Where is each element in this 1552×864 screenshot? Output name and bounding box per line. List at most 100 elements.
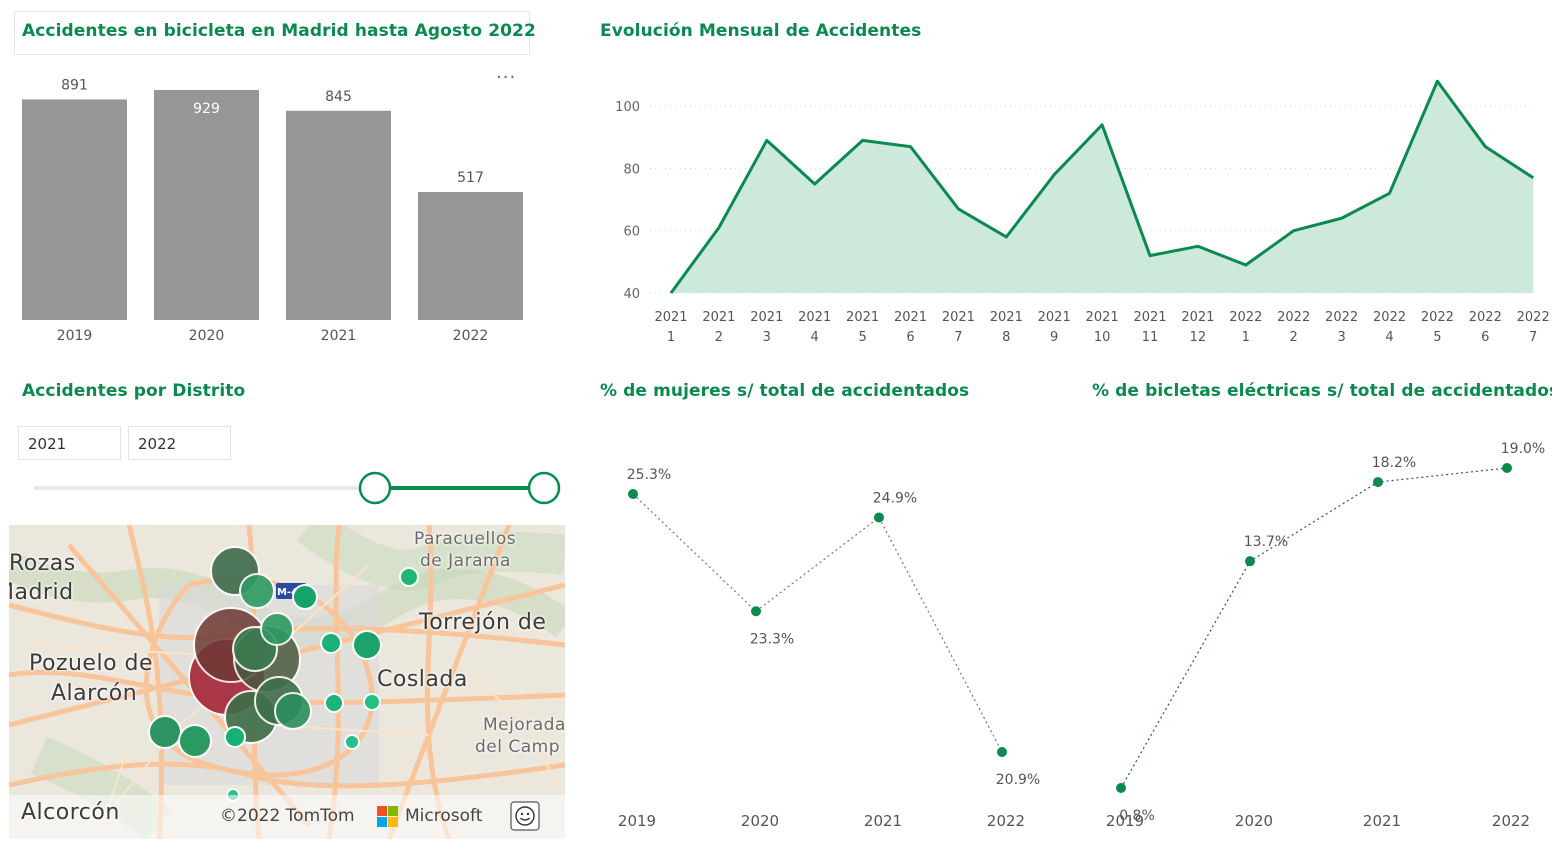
data-label: 0.8% [1119, 808, 1155, 824]
x-tick-month: 12 [1190, 330, 1207, 345]
data-label: 25.3% [627, 467, 671, 483]
bar-value-label: 891 [61, 77, 88, 93]
y-tick-label: 60 [623, 225, 640, 240]
data-point [1245, 556, 1255, 567]
district-bubble[interactable] [344, 734, 360, 750]
map-label-alarcon: Alarcón [51, 681, 138, 706]
x-tick-month: 5 [1433, 330, 1441, 345]
data-label: 20.9% [996, 772, 1040, 788]
bar-2020 [154, 90, 259, 320]
x-tick-label: 2022 [453, 328, 489, 344]
x-tick-label: 2020 [1235, 812, 1273, 830]
x-tick-year: 2021 [942, 310, 975, 325]
map-label-madrid: Madrid [9, 580, 74, 605]
x-tick-month: 7 [954, 330, 962, 345]
x-tick-year: 2022 [1373, 310, 1406, 325]
district-bubble[interactable] [239, 573, 275, 609]
x-tick-year: 2022 [1325, 310, 1358, 325]
x-tick-year: 2021 [1086, 310, 1119, 325]
microsoft-logo-icon [377, 806, 398, 827]
district-bubble[interactable] [148, 715, 182, 749]
data-point [1116, 783, 1126, 793]
women-chart-title: % de mujeres s/ total de accidentados [600, 381, 970, 401]
map-label-rozas: Rozas [9, 551, 76, 576]
district-bubble[interactable] [274, 692, 312, 730]
data-label: 18.2% [1372, 455, 1416, 471]
bar-title-box [14, 11, 530, 55]
x-tick-year: 2021 [1181, 310, 1214, 325]
map-footer-bar [9, 795, 565, 839]
data-point [751, 606, 761, 617]
x-tick-label: 2021 [864, 812, 902, 830]
yearly-bar-chart: 891 2019 929 2020 845 2021 517 2022 [22, 77, 523, 344]
microsoft-label: Microsoft [405, 806, 483, 826]
x-tick-year: 2021 [702, 310, 735, 325]
bar-2019 [22, 99, 127, 321]
map-label-torrejon: Torrejón de [419, 610, 547, 635]
x-tick-month: 3 [763, 330, 771, 345]
data-point [628, 489, 638, 499]
x-tick-month: 6 [1481, 330, 1489, 345]
bar-value-label: 845 [325, 89, 352, 105]
slider-from-input[interactable]: 2021 [18, 426, 121, 460]
district-bubbles[interactable] [9, 525, 565, 839]
x-tick-label: 2020 [189, 328, 225, 344]
bar-2021 [286, 110, 391, 320]
x-tick-year: 2021 [654, 310, 687, 325]
data-label: 24.9% [873, 490, 917, 506]
slider-handle-from[interactable] [358, 471, 392, 505]
district-bubble[interactable] [178, 724, 212, 758]
map-label-paracuellos: Paracuellos [414, 529, 517, 549]
data-label: 23.3% [750, 631, 794, 647]
district-bubble[interactable] [260, 612, 294, 646]
x-tick-year: 2021 [750, 310, 783, 325]
district-bubble[interactable] [292, 584, 318, 610]
bar-value-label: 929 [193, 101, 220, 117]
district-map[interactable]: M-40 Rozas Madrid Paracuellos de Jarama … [9, 525, 565, 839]
x-tick-year: 2021 [1133, 310, 1166, 325]
district-bubble[interactable] [352, 630, 382, 660]
map-label-pozuelo: Pozuelo de [29, 651, 154, 676]
x-tick-year: 2022 [1517, 310, 1550, 325]
x-tick-month: 7 [1529, 330, 1537, 345]
district-bubble[interactable] [399, 567, 419, 587]
area-fill [671, 81, 1534, 293]
x-tick-year: 2021 [1038, 310, 1071, 325]
y-tick-label: 100 [615, 100, 640, 115]
more-options-icon[interactable]: ... [496, 62, 517, 83]
data-point [997, 747, 1007, 757]
district-bubble[interactable] [224, 726, 246, 748]
ebike-chart-title: % de bicletas eléctricas s/ total de acc… [1092, 381, 1552, 401]
x-tick-month: 5 [858, 330, 866, 345]
x-tick-month: 1 [667, 330, 675, 345]
district-bubble[interactable] [324, 693, 344, 713]
bar-value-label: 517 [457, 170, 484, 186]
slider-to-input[interactable]: 2022 [128, 426, 231, 460]
map-label-de-jarama: de Jarama [420, 551, 511, 571]
women-line-chart: 25.3% 2019 23.3% 2020 24.9% 2021 20.9% 2022 [618, 467, 1040, 830]
x-tick-label: 2020 [741, 812, 779, 830]
district-bubble[interactable] [363, 693, 381, 711]
x-tick-month: 8 [1002, 330, 1010, 345]
x-tick-label: 2019 [1106, 812, 1144, 830]
x-tick-label: 2019 [618, 812, 656, 830]
map-label-alcorcon: Alcorcón [21, 800, 120, 825]
year-range-slider[interactable] [20, 468, 570, 508]
x-tick-month: 11 [1142, 330, 1159, 345]
x-tick-month: 9 [1050, 330, 1058, 345]
road-badge: M-40 [277, 587, 305, 598]
smiley-icon[interactable] [510, 801, 540, 831]
x-tick-label: 2021 [1363, 812, 1401, 830]
x-tick-year: 2022 [1229, 310, 1262, 325]
slider-handle-to[interactable] [527, 471, 561, 505]
data-point [874, 512, 884, 523]
x-tick-year: 2021 [990, 310, 1023, 325]
data-label: 19.0% [1501, 441, 1545, 457]
trend-line [1120, 467, 1508, 789]
district-bubble[interactable] [320, 632, 342, 654]
x-tick-year: 2021 [798, 310, 831, 325]
ebike-line-chart: 0.8%2019 13.7% 2020 18.2% 2021 19.0% 2022 [1106, 441, 1545, 830]
x-tick-month: 4 [811, 330, 819, 345]
x-tick-month: 1 [1242, 330, 1250, 345]
x-tick-month: 6 [906, 330, 914, 345]
